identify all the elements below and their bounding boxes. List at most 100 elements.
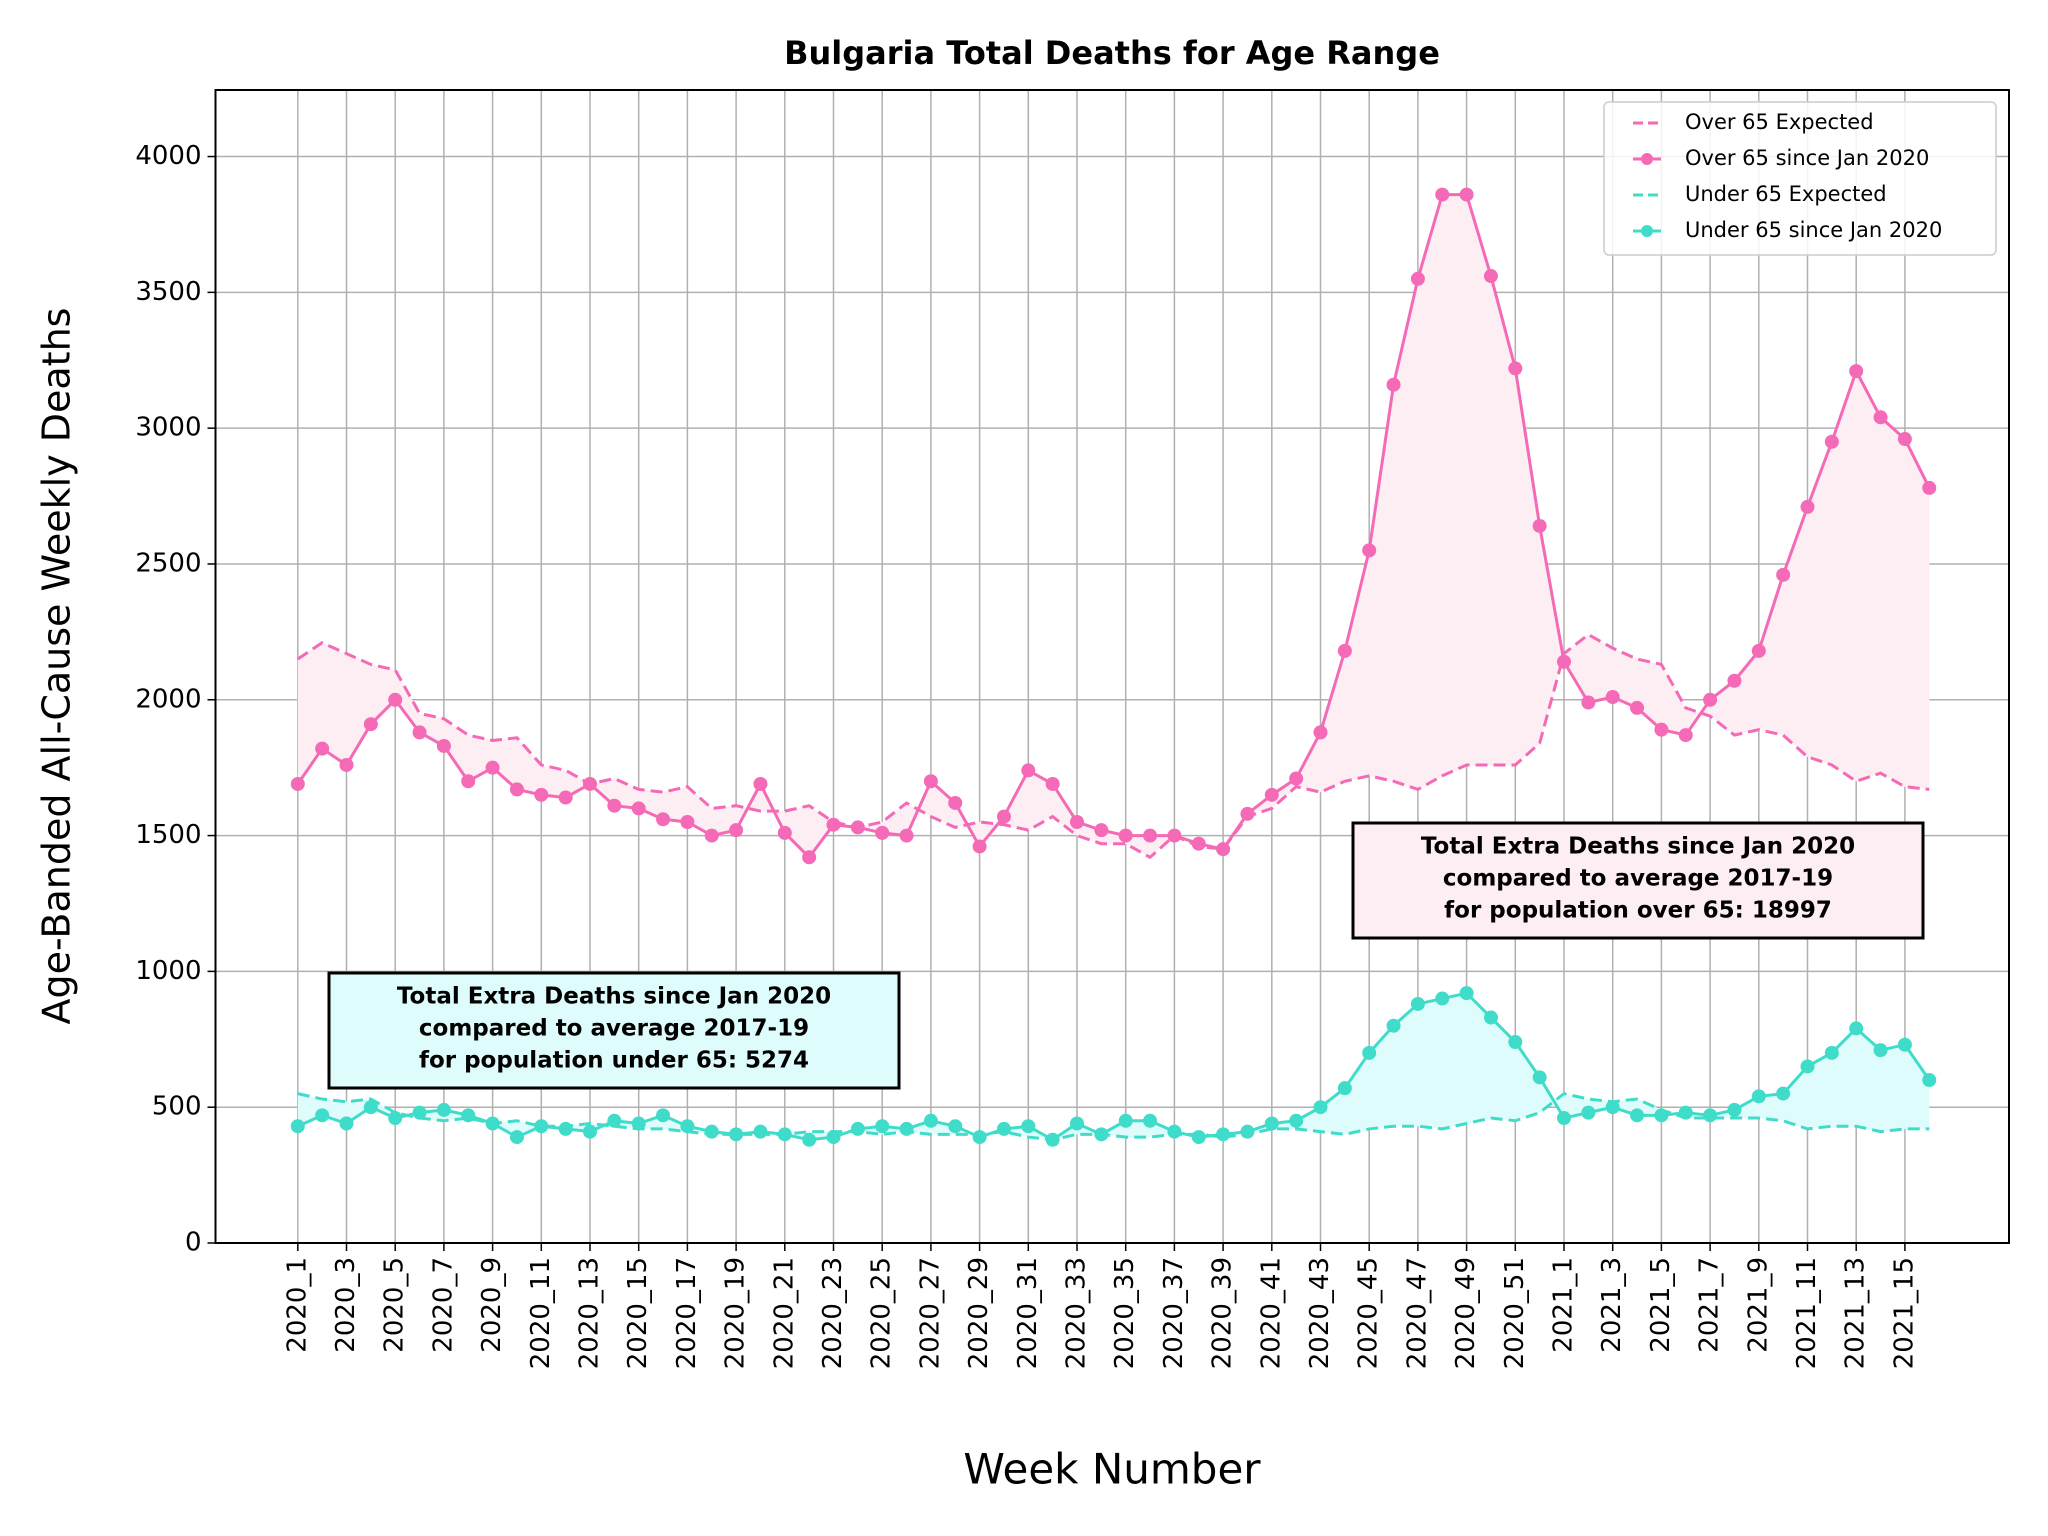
x-tick-label: 2020_39 <box>1208 1257 1238 1369</box>
legend-box <box>1603 101 1997 256</box>
data-point <box>1410 271 1425 286</box>
data-point <box>948 795 963 810</box>
x-tick-label: 2021_5 <box>1646 1257 1676 1353</box>
data-point <box>1264 1116 1279 1131</box>
x-tick-label: 2020_23 <box>818 1257 848 1369</box>
x-axis-label: Week Number <box>963 1445 1261 1494</box>
data-point <box>1922 1073 1937 1088</box>
data-point <box>290 1119 305 1134</box>
data-point <box>1483 1010 1498 1025</box>
x-tick-label: 2020_5 <box>380 1257 410 1353</box>
legend-label: Under 65 Expected <box>1685 182 1887 206</box>
legend-label: Over 65 since Jan 2020 <box>1685 146 1929 170</box>
data-point <box>753 776 768 791</box>
x-tick-label: 2021_13 <box>1841 1257 1871 1369</box>
data-point <box>388 692 403 707</box>
data-point <box>1021 763 1036 778</box>
x-tick-label: 2020_7 <box>428 1257 458 1353</box>
data-point <box>1800 499 1815 514</box>
x-tick-label: 2020_21 <box>769 1257 799 1369</box>
x-tick-label: 2020_35 <box>1110 1257 1140 1369</box>
data-point <box>729 1127 744 1142</box>
data-point <box>996 809 1011 824</box>
data-point <box>1240 806 1255 821</box>
data-point <box>1678 1105 1693 1120</box>
x-tick-label: 2020_1 <box>282 1257 312 1353</box>
data-point <box>875 1119 890 1134</box>
data-point <box>1313 1100 1328 1115</box>
data-point <box>972 839 987 854</box>
data-point <box>1508 1035 1523 1050</box>
data-point <box>1849 364 1864 379</box>
data-point <box>1045 776 1060 791</box>
data-point <box>1897 432 1912 447</box>
data-point <box>1557 654 1571 669</box>
data-point <box>1191 1130 1206 1145</box>
data-point <box>534 1119 549 1134</box>
data-point <box>753 1124 768 1139</box>
data-point <box>1703 1108 1718 1123</box>
x-tick-label: 2020_33 <box>1062 1257 1092 1369</box>
series-line <box>296 632 1930 860</box>
data-point <box>1557 1111 1571 1126</box>
data-point <box>1045 1132 1060 1147</box>
legend-marker <box>1641 153 1653 165</box>
y-tick-label: 4000 <box>135 141 201 171</box>
data-point <box>1410 996 1425 1011</box>
x-tick-label: 2021_7 <box>1695 1257 1725 1353</box>
data-point <box>1459 187 1474 202</box>
data-point <box>1216 842 1231 857</box>
data-point <box>1581 695 1596 710</box>
data-point <box>1824 1045 1839 1060</box>
data-point <box>704 828 719 843</box>
data-point <box>1605 1100 1620 1115</box>
data-point <box>1386 1018 1401 1033</box>
data-point <box>1751 1089 1766 1104</box>
x-tick-label: 2021_3 <box>1597 1257 1627 1353</box>
data-point <box>1289 771 1304 786</box>
data-point <box>339 757 354 772</box>
data-point <box>315 741 330 756</box>
annotation-text: for population over 65: 18997 <box>1444 898 1832 924</box>
y-tick-label: 3000 <box>135 413 201 443</box>
y-tick-label: 2000 <box>135 684 201 714</box>
x-tick-label: 2020_19 <box>721 1257 751 1369</box>
x-tick-label: 2020_49 <box>1451 1257 1481 1369</box>
data-point <box>1118 1113 1133 1128</box>
y-tick-label: 1500 <box>135 820 201 850</box>
data-point <box>1605 690 1620 705</box>
x-tick-label: 2020_47 <box>1402 1257 1432 1369</box>
y-tick-label: 0 <box>185 1228 202 1258</box>
legend-label: Over 65 Expected <box>1685 110 1874 134</box>
data-point <box>680 814 695 829</box>
annotation-box <box>1351 821 1925 940</box>
chart-title: Bulgaria Total Deaths for Age Range <box>784 34 1440 72</box>
data-point <box>1337 643 1352 658</box>
data-point <box>875 825 890 840</box>
data-point <box>923 774 938 789</box>
data-point <box>1897 1037 1912 1052</box>
data-point <box>1727 673 1742 688</box>
data-point <box>1070 1116 1084 1131</box>
data-point <box>607 1113 622 1128</box>
excess-shading <box>297 993 1930 1140</box>
data-point <box>315 1108 330 1123</box>
x-tick-label: 2020_17 <box>672 1257 702 1369</box>
data-point <box>1435 991 1450 1006</box>
data-point <box>1167 828 1182 843</box>
y-tick-label: 500 <box>152 1092 202 1122</box>
data-point <box>656 1108 671 1123</box>
data-point <box>1532 1070 1547 1085</box>
x-tick-label: 2021_11 <box>1792 1257 1822 1369</box>
x-tick-label: 2021_9 <box>1743 1257 1773 1353</box>
data-point <box>1873 410 1888 425</box>
legend-label: Under 65 since Jan 2020 <box>1685 218 1942 242</box>
data-point <box>485 760 500 775</box>
data-point <box>290 776 305 791</box>
data-point <box>972 1130 987 1145</box>
data-point <box>412 1105 427 1120</box>
data-point <box>1313 725 1328 740</box>
annotation-box <box>327 971 901 1090</box>
